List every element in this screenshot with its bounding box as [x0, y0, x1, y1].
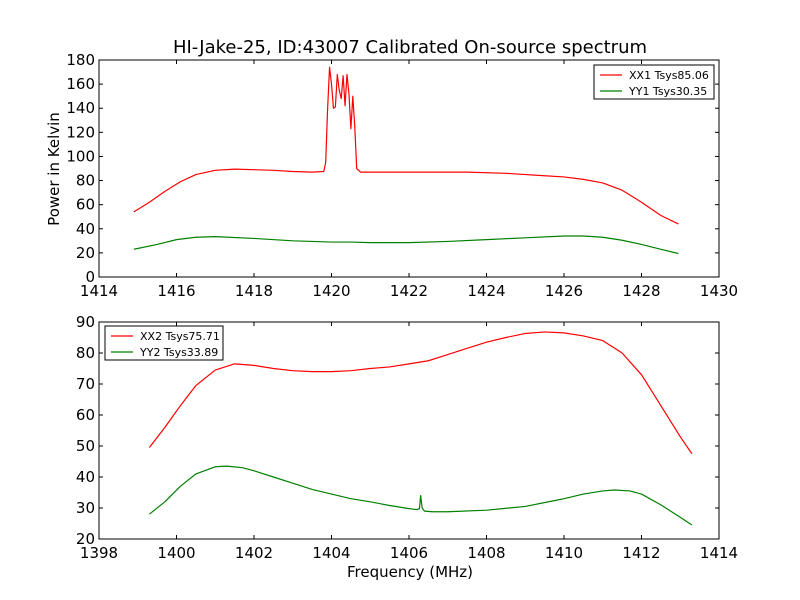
x-tick-label: 1402 — [235, 544, 273, 562]
y-tick-label: 160 — [66, 75, 95, 93]
y-tick-label: 40 — [76, 220, 95, 238]
x-tick-label: 1404 — [312, 544, 350, 562]
legend-label: YY2 Tsys33.89 — [139, 346, 218, 359]
x-tick-label: 1414 — [80, 282, 118, 300]
y-tick-label: 50 — [76, 437, 95, 455]
bottom-panel: 1398 1400 1402 1404 1406 1408 1410 1412 1414 20 30… — [76, 313, 738, 562]
x-tick-label: 1410 — [545, 544, 583, 562]
chart-title: HI-Jake-25, ID:43007 Calibrated On-sourc… — [173, 37, 647, 58]
y-tick-label: 30 — [76, 499, 95, 517]
x-tick-label: 1416 — [157, 282, 195, 300]
x-tick-label: 1430 — [700, 282, 738, 300]
x-tick-label: 1428 — [622, 282, 660, 300]
x-tick-label: 1400 — [157, 544, 195, 562]
x-tick-label: 1422 — [390, 282, 428, 300]
x-tick-label: 1426 — [545, 282, 583, 300]
x-tick-label: 1412 — [622, 544, 660, 562]
y-tick-label: 20 — [76, 530, 95, 548]
legend-label: XX2 Tsys75.71 — [140, 330, 220, 343]
legend-box — [593, 64, 715, 100]
x-tick-label: 1424 — [467, 282, 505, 300]
legend: XX1 Tsys85.06 YY1 Tsys30.35 — [593, 64, 715, 100]
x-tick-label: 1418 — [235, 282, 273, 300]
legend-box — [104, 325, 224, 361]
x-tick-label: 1414 — [700, 544, 738, 562]
series-line-2-2 — [148, 465, 693, 526]
y-tick-label: 0 — [85, 268, 95, 286]
y-tick-label: 90 — [76, 313, 95, 331]
series-line-2-1 — [148, 331, 693, 455]
y-tick-label: 80 — [76, 344, 95, 362]
y-tick-label: 70 — [76, 375, 95, 393]
y-tick-label: 60 — [76, 196, 95, 214]
x-tick-label: 1408 — [467, 544, 505, 562]
legend-label: YY1 Tsys30.35 — [628, 85, 707, 98]
y-tick-label: 100 — [66, 147, 95, 165]
legend: XX2 Tsys75.71 YY2 Tsys33.89 — [104, 325, 224, 361]
top-panel: 1414 1416 1418 1420 1422 1424 1426 1428 1430 0 20 4… — [66, 51, 738, 300]
legend-label: XX1 Tsys85.06 — [629, 69, 709, 82]
y-tick-label: 40 — [76, 468, 95, 486]
y-tick-label: 120 — [66, 123, 95, 141]
series-line-1-2 — [133, 235, 679, 255]
y-axis-label: Power in Kelvin — [45, 112, 63, 226]
y-tick-label: 80 — [76, 172, 95, 190]
x-axis-label: Frequency (MHz) — [347, 563, 473, 581]
y-tick-label: 180 — [66, 51, 95, 69]
y-tick-label: 60 — [76, 406, 95, 424]
x-tick-label: 1420 — [312, 282, 350, 300]
y-tick-label: 140 — [66, 99, 95, 117]
x-tick-label: 1398 — [80, 544, 118, 562]
y-tick-label: 20 — [76, 244, 95, 262]
series-line-1-1 — [133, 66, 679, 225]
x-tick-label: 1406 — [390, 544, 428, 562]
